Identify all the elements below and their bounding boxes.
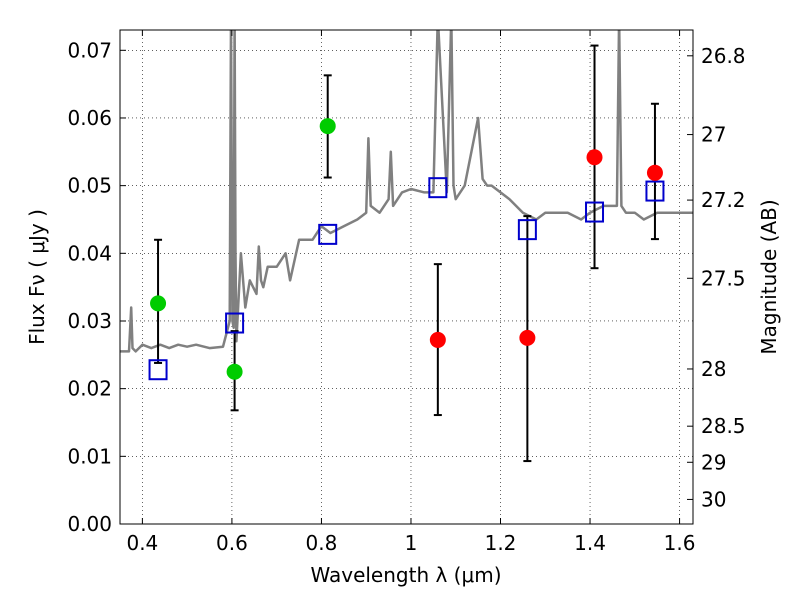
x-tick-label: 0.6	[216, 531, 248, 555]
y2-tick-label: 27.2	[701, 188, 746, 212]
y-tick-label: 0.05	[67, 174, 112, 198]
x-tick-label: 1.2	[485, 531, 517, 555]
model-point-marker	[318, 223, 338, 245]
upper-limit-marker	[586, 149, 603, 166]
y-tick-label: 0.02	[67, 377, 112, 401]
y2-tick-label: 26.8	[701, 44, 746, 68]
model-point-marker	[428, 177, 448, 199]
y-tick-label: 0.00	[67, 512, 112, 536]
y2-tick-label: 29	[701, 450, 726, 474]
y-tick-label: 0.07	[67, 38, 112, 62]
detection-marker	[226, 363, 243, 380]
y2-axis-title: Magnitude (AB)	[757, 199, 781, 354]
y2-tick-label: 28	[701, 357, 726, 381]
detection-marker	[150, 295, 167, 312]
x-tick-label: 0.4	[126, 531, 158, 555]
y2-tick-label: 27.5	[701, 266, 746, 290]
model-point-marker	[585, 201, 605, 223]
y-axis-title: Flux Fν ( μJy )	[25, 209, 49, 345]
model-point-marker	[148, 359, 168, 381]
x-axis-title: Wavelength λ (μm)	[310, 563, 501, 587]
y-tick-label: 0.04	[67, 241, 112, 265]
upper-limit-marker	[646, 164, 663, 181]
model-point-marker	[645, 180, 665, 202]
axes-frame	[119, 29, 694, 525]
model-point-marker	[517, 219, 537, 241]
upper-limit-marker	[429, 331, 446, 348]
x-tick-label: 0.8	[306, 531, 338, 555]
y-tick-label: 0.01	[67, 444, 112, 468]
plot-area	[120, 30, 693, 463]
x-tick-label: 1.4	[574, 531, 606, 555]
grid	[120, 30, 693, 524]
y2-tick-label: 30	[701, 487, 726, 511]
spectrum-line	[120, 30, 693, 353]
y2-tick-label: 28.5	[701, 414, 746, 438]
y2-tick-label: 27	[701, 123, 726, 147]
x-tick-label: 1.6	[664, 531, 696, 555]
y-tick-label: 0.03	[67, 309, 112, 333]
ticks: 0.4 0.6 0.8 1 1.2 1.4 1.6 0.00 0.01 0.02 0.03 0.04 0…	[67, 30, 746, 555]
y-tick-label: 0.06	[67, 106, 112, 130]
upper-limit-marker	[519, 329, 536, 346]
detection-marker	[319, 118, 336, 135]
model-point-marker	[225, 312, 245, 334]
x-tick-label: 1	[405, 531, 418, 555]
